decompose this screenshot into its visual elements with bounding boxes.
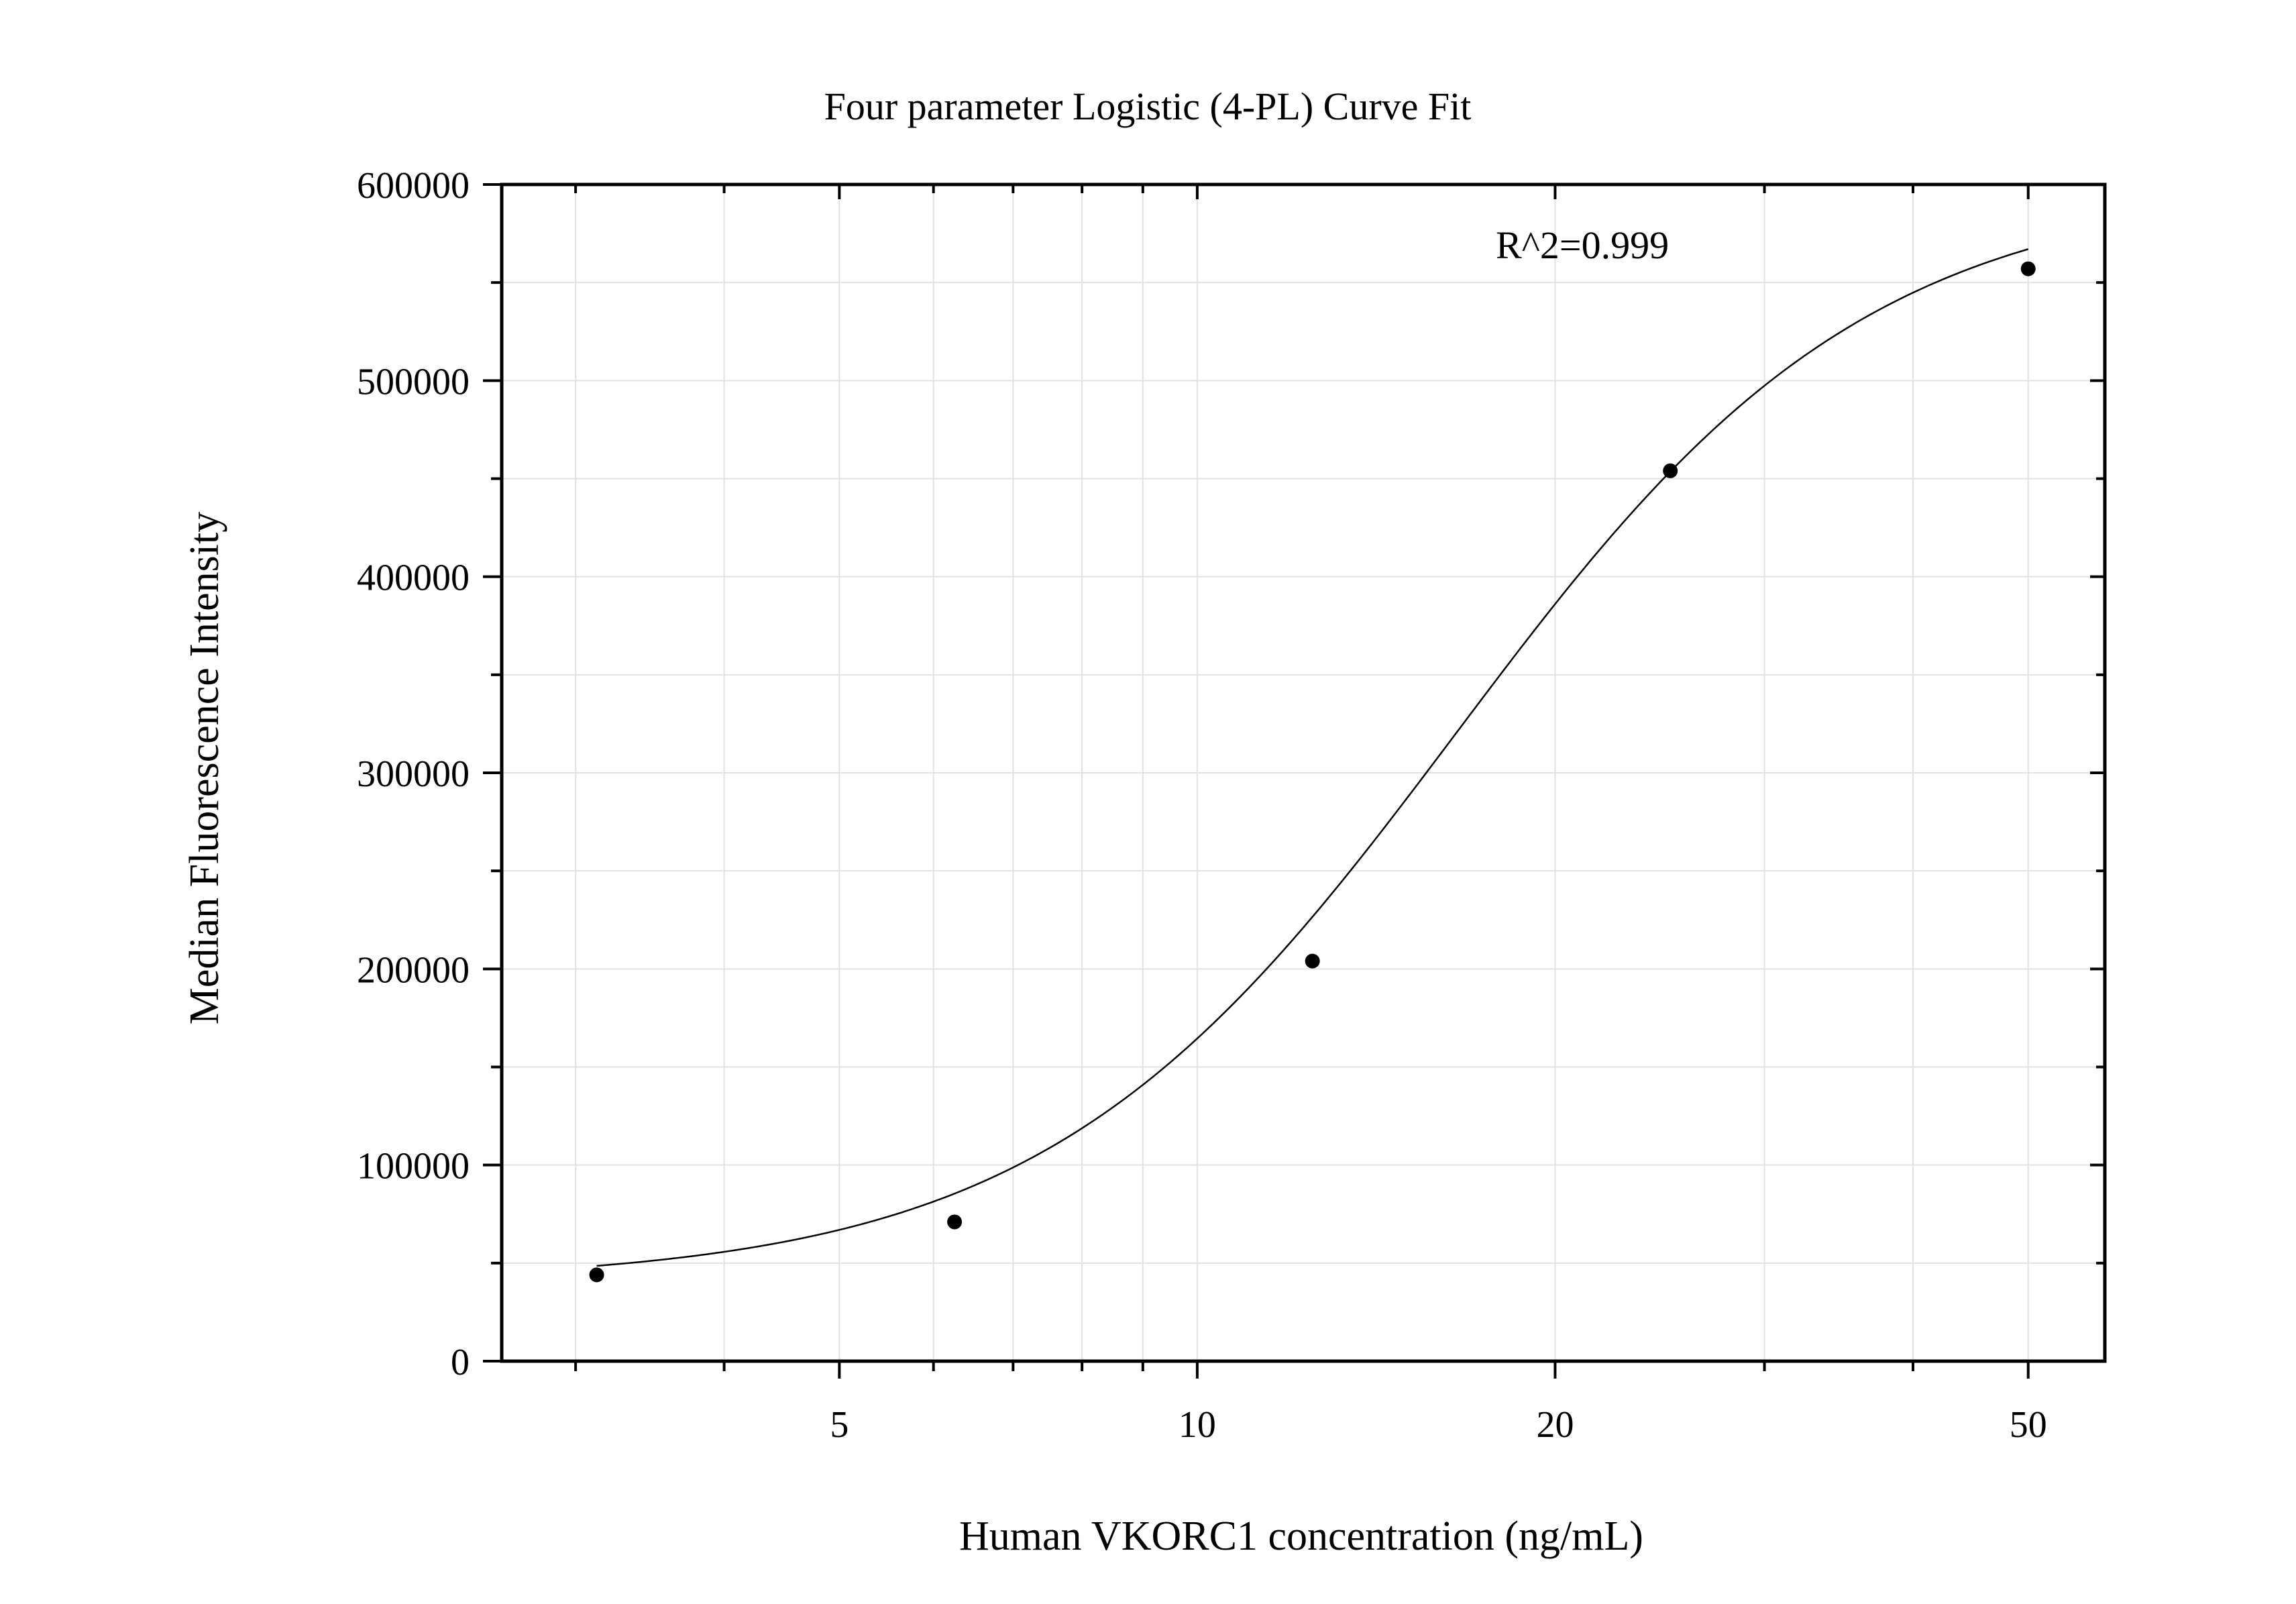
x-axis-label: Human VKORC1 concentration (ng/mL) [959, 1513, 1643, 1559]
y-tick-label: 200000 [357, 949, 470, 991]
grid-layer [502, 184, 2105, 1361]
data-point [947, 1214, 963, 1230]
x-tick-label: 20 [1536, 1404, 1574, 1446]
x-tick-label: 5 [830, 1404, 849, 1446]
y-tick-label: 300000 [357, 753, 470, 795]
data-point [589, 1267, 604, 1283]
tick-labels: 5 10 20 50 0 100000 200000 300000 400000 500000 60… [357, 165, 2047, 1446]
data-points [589, 261, 2036, 1283]
x-tick-label: 10 [1179, 1404, 1216, 1446]
r-squared-annotation: R^2=0.999 [1496, 223, 1669, 267]
data-point [1305, 953, 1320, 969]
x-tick-label: 50 [2010, 1404, 2047, 1446]
y-tick-label: 100000 [357, 1146, 470, 1187]
y-axis-label: Median Fluorescence Intensity [182, 512, 227, 1024]
fit-curve [596, 248, 2029, 1267]
data-point [2020, 261, 2036, 276]
axis-ticks [483, 183, 2105, 1379]
y-tick-label: 600000 [357, 165, 470, 207]
y-tick-label: 0 [451, 1342, 470, 1383]
y-tick-label: 400000 [357, 557, 470, 599]
data-point [1663, 463, 1678, 478]
chart-title: Four parameter Logistic (4-PL) Curve Fit [824, 85, 1472, 128]
y-tick-label: 500000 [357, 361, 470, 403]
